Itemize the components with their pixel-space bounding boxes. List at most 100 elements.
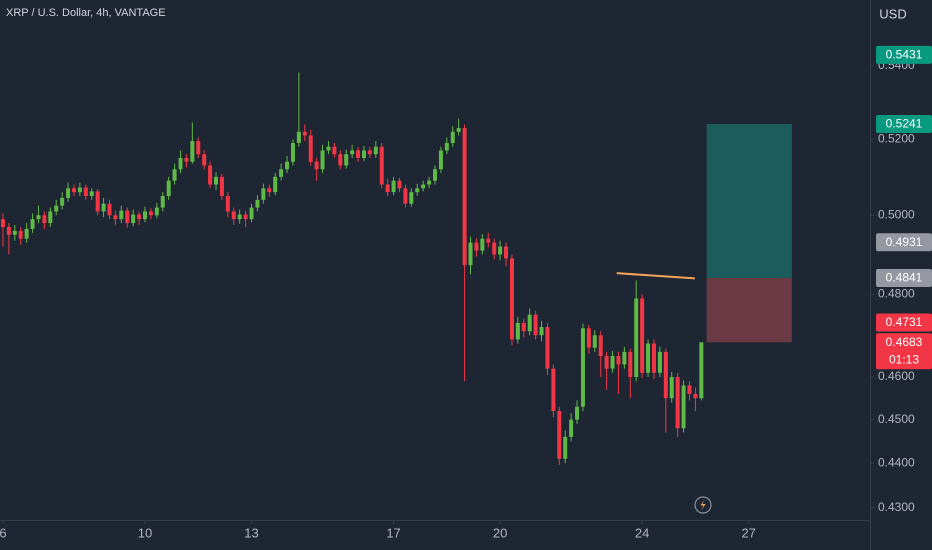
- chart-title: XRP / U.S. Dollar, 4h, VANTAGE: [6, 7, 166, 19]
- candle-body: [261, 188, 266, 200]
- candle-body: [249, 207, 254, 220]
- candle-body: [255, 199, 260, 208]
- candle-body: [539, 327, 544, 336]
- candle-body: [409, 192, 414, 204]
- candle-body: [344, 154, 349, 166]
- candle-body: [373, 146, 378, 155]
- candle-body: [551, 368, 556, 412]
- candle-body: [515, 322, 520, 340]
- candle-body: [6, 226, 11, 235]
- y-tick-label: 0.4600: [878, 369, 915, 383]
- y-tick-label: 0.5000: [878, 207, 915, 221]
- currency-label: USD: [879, 6, 906, 21]
- candle-body: [391, 180, 396, 193]
- candle-body: [196, 141, 201, 155]
- candle-body: [273, 176, 278, 193]
- candle-body: [166, 180, 171, 196]
- candle-body: [450, 131, 455, 143]
- candle-body: [18, 230, 23, 239]
- candle-body: [83, 187, 88, 196]
- candle-body: [42, 215, 47, 224]
- price-label: 0.4931: [886, 235, 923, 249]
- candle-body: [160, 195, 165, 208]
- candle-body: [332, 146, 337, 155]
- candle-body: [107, 203, 112, 216]
- trend-line: [616, 272, 695, 280]
- candle-body: [669, 376, 674, 399]
- candle-body: [504, 246, 509, 259]
- candle-body: [290, 142, 295, 162]
- x-tick-label: 17: [386, 525, 400, 540]
- candle-body: [498, 246, 503, 255]
- target-zone: [706, 123, 792, 278]
- candle-body: [148, 211, 153, 216]
- candle-body: [338, 154, 343, 166]
- candle-body: [237, 214, 242, 220]
- candle-body: [557, 411, 562, 459]
- candle-body: [480, 238, 485, 251]
- candle-body: [456, 128, 461, 132]
- candle-body: [326, 146, 331, 151]
- y-tick-label: 0.5200: [878, 131, 915, 145]
- candle-body: [113, 215, 118, 220]
- candle-body: [438, 150, 443, 170]
- candle-body: [545, 327, 550, 369]
- candle-body: [468, 242, 473, 266]
- candle-body: [154, 207, 159, 216]
- price-label-box: [876, 333, 932, 370]
- candle-body: [279, 169, 284, 177]
- candle-body: [604, 356, 609, 369]
- candle-body: [119, 210, 124, 220]
- countdown-label: 01:13: [889, 352, 919, 366]
- candle-body: [202, 154, 207, 166]
- candle-body: [527, 314, 532, 332]
- candle-body: [486, 238, 491, 243]
- candle-body: [610, 356, 615, 369]
- candle-body: [622, 351, 627, 365]
- candle-body: [0, 219, 5, 227]
- candle-body: [125, 210, 130, 224]
- candle-body: [598, 335, 603, 357]
- x-tick-label: 13: [244, 525, 258, 540]
- price-label: 0.4841: [886, 271, 923, 285]
- y-tick-label: 0.4400: [878, 455, 915, 469]
- candle-body: [54, 205, 59, 212]
- replay-icon[interactable]: [694, 496, 712, 514]
- candle-body: [320, 150, 325, 170]
- candle-body: [563, 436, 568, 459]
- candle-body: [657, 351, 662, 373]
- plot-area: [0, 72, 792, 465]
- price-label: 0.5241: [886, 117, 923, 131]
- candle-body: [521, 322, 526, 332]
- candle-body: [421, 184, 426, 189]
- candle-body: [397, 180, 402, 189]
- candle-body: [509, 258, 514, 340]
- candle-body: [379, 146, 384, 185]
- candle-body: [12, 230, 17, 235]
- icon-bolt[interactable]: [700, 499, 706, 511]
- price-label-box: [876, 313, 932, 332]
- candle-body: [66, 188, 71, 198]
- candle-body: [616, 356, 621, 365]
- candle-body: [687, 385, 692, 394]
- candle-body: [60, 197, 65, 206]
- x-tick-label: 20: [493, 525, 507, 540]
- candle-body: [143, 211, 147, 220]
- candle-body: [285, 161, 290, 170]
- price-label-box: [876, 233, 932, 252]
- candle-body: [433, 169, 437, 181]
- candle-body: [101, 203, 106, 212]
- icon-circle[interactable]: [694, 496, 712, 514]
- candle-body: [663, 351, 668, 399]
- y-tick-label: 0.4800: [878, 287, 915, 301]
- candle-body: [415, 188, 420, 193]
- x-tick-label: 24: [635, 525, 649, 540]
- candle-body: [367, 150, 372, 155]
- candle-body: [646, 343, 651, 373]
- price-label-box: [876, 268, 932, 287]
- candle-body: [628, 351, 633, 377]
- candle-body: [30, 219, 35, 229]
